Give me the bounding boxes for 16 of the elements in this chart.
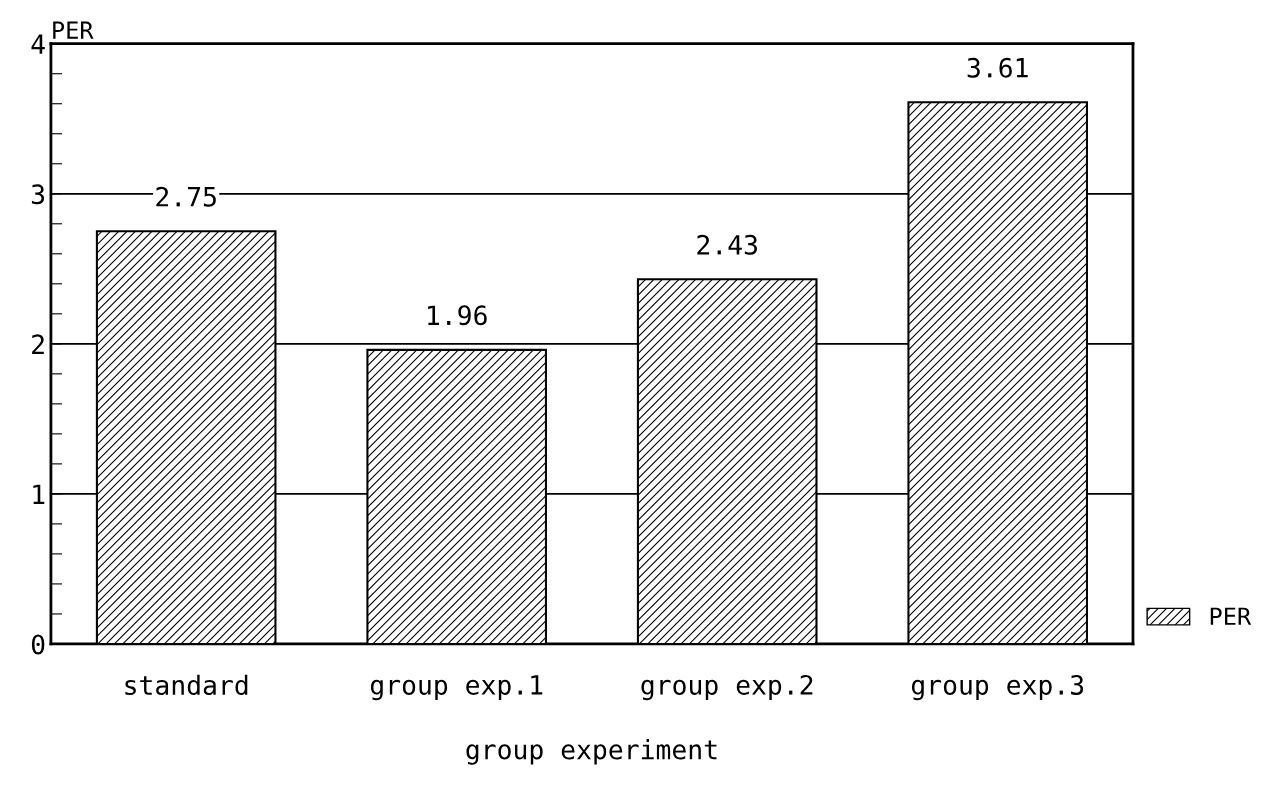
y-tick-label: 0 xyxy=(31,634,45,655)
x-tick-label: standard xyxy=(125,674,248,696)
y-tick-label: 3 xyxy=(31,184,45,205)
data-label: 1.96 xyxy=(428,305,487,326)
x-tick-label: group exp.2 xyxy=(641,674,813,701)
data-label: 3.61 xyxy=(967,57,1028,78)
x-axis-title: group experiment xyxy=(466,739,717,765)
y-tick-label: 1 xyxy=(33,484,45,504)
legend-label: PER xyxy=(1210,607,1252,625)
data-label: 2.43 xyxy=(697,234,757,255)
x-tick-label: group exp.3 xyxy=(911,674,1084,701)
y-tick-label: 4 xyxy=(31,34,45,54)
data-label: 2.75 xyxy=(156,186,216,207)
y-axis-title: PER xyxy=(53,21,94,39)
x-tick-label: group exp.1 xyxy=(370,675,543,701)
y-tick-label: 2 xyxy=(32,334,44,354)
